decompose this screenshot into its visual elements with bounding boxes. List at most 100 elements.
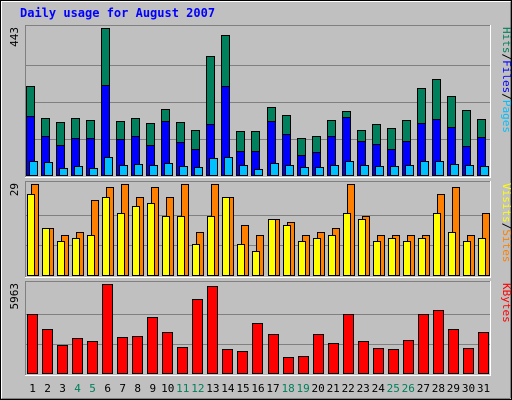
kbytes-bar-day-18: [283, 357, 294, 374]
day-label-28: 28: [432, 382, 445, 395]
pages-bar-day-29: [450, 164, 459, 176]
day-label-18: 18: [281, 382, 294, 395]
pages-bar-day-20: [315, 167, 324, 176]
kbytes-bar-day-23: [358, 341, 369, 374]
kbytes-bar-day-4: [72, 338, 83, 374]
day-label-23: 23: [357, 382, 370, 395]
sites-bar-day-15: [237, 244, 245, 276]
pages-bar-day-21: [330, 165, 339, 176]
kbytes-bar-day-22: [343, 314, 354, 374]
pages-bar-day-1: [29, 161, 38, 176]
kbytes-bar-day-19: [298, 356, 309, 374]
sites-bar-day-30: [463, 241, 471, 276]
sites-bar-day-19: [298, 241, 306, 276]
pages-bar-day-31: [480, 166, 489, 176]
pages-bar-day-14: [224, 157, 233, 176]
day-label-7: 7: [119, 382, 126, 395]
day-label-6: 6: [104, 382, 111, 395]
pages-bar-day-15: [239, 165, 248, 176]
legend-entry-visits-sites-2: Sites: [500, 229, 512, 262]
pages-bar-day-17: [270, 163, 279, 176]
kbytes-bar-day-20: [313, 334, 324, 374]
pages-bar-day-6: [104, 157, 113, 176]
pages-bar-day-4: [74, 166, 83, 176]
sites-bar-day-16: [252, 251, 260, 276]
day-label-1: 1: [29, 382, 36, 395]
day-label-11: 11: [176, 382, 189, 395]
kbytes-bar-day-10: [162, 332, 173, 374]
pages-bar-day-24: [375, 166, 384, 176]
kbytes-bar-day-5: [87, 341, 98, 374]
legend-entry-hits-files-pages-0: Hits: [500, 27, 512, 54]
kbytes-bar-day-11: [177, 347, 188, 374]
sites-bar-day-11: [177, 216, 185, 276]
legend-entry-hits-files-pages-2: Files: [500, 60, 512, 93]
kbytes-bar-day-25: [388, 349, 399, 374]
pages-bar-day-30: [465, 165, 474, 176]
day-label-4: 4: [74, 382, 81, 395]
legend-entry-hits-files-pages-4: Pages: [500, 100, 512, 133]
day-label-30: 30: [462, 382, 475, 395]
pages-bar-day-7: [119, 165, 128, 176]
sites-bar-day-25: [388, 238, 396, 276]
pages-bar-day-26: [405, 165, 414, 176]
day-label-10: 10: [161, 382, 174, 395]
day-label-27: 27: [417, 382, 430, 395]
day-label-13: 13: [206, 382, 219, 395]
pages-bar-day-16: [254, 169, 263, 176]
kbytes-bar-day-26: [403, 340, 414, 374]
panel-hits-files-pages: 443 Hits/Files/Pages: [8, 25, 512, 178]
sites-bar-day-17: [268, 219, 276, 276]
legend-entry-visits-sites-0: Visits: [500, 183, 512, 223]
panel-hits-files-pages-max-label: 443: [8, 27, 21, 47]
legend-entry-kbytes-0: KBytes: [500, 283, 512, 323]
pages-bar-day-8: [134, 164, 143, 176]
pages-bar-day-2: [44, 162, 53, 176]
sites-bar-day-5: [87, 235, 95, 276]
sites-bar-day-7: [117, 213, 125, 276]
day-label-22: 22: [342, 382, 355, 395]
sites-bar-day-29: [448, 232, 456, 276]
day-label-24: 24: [372, 382, 386, 395]
pages-bar-day-12: [194, 167, 203, 176]
sites-bar-day-6: [102, 197, 110, 276]
sites-bar-day-4: [72, 238, 80, 276]
kbytes-bar-day-13: [207, 286, 218, 374]
day-label-21: 21: [327, 382, 340, 395]
pages-bar-day-28: [435, 161, 444, 176]
legend-entry-hits-files-pages-3: /: [500, 93, 512, 100]
kbytes-bar-day-6: [102, 284, 113, 374]
sites-bar-day-9: [147, 203, 155, 276]
kbytes-bar-day-7: [117, 337, 128, 374]
kbytes-bar-day-3: [57, 345, 68, 374]
pages-bar-day-9: [149, 165, 158, 176]
day-label-15: 15: [236, 382, 249, 395]
sites-bar-day-20: [313, 238, 321, 276]
pages-bar-day-23: [360, 165, 369, 176]
kbytes-bar-day-21: [328, 343, 339, 374]
pages-bar-day-25: [390, 166, 399, 176]
kbytes-bar-day-14: [222, 349, 233, 374]
panel-kbytes-max-label: 5963: [8, 283, 21, 310]
pages-bar-day-18: [285, 165, 294, 176]
pages-bar-day-3: [59, 168, 68, 176]
sites-bar-day-10: [162, 216, 170, 276]
panel-visits-sites: 29 Visits/Sites: [8, 181, 512, 278]
panel-hits-files-pages-legend: Hits/Files/Pages: [500, 27, 512, 133]
day-label-14: 14: [221, 382, 235, 395]
kbytes-bar-day-15: [237, 351, 248, 374]
kbytes-bar-day-16: [252, 323, 263, 374]
pages-bar-day-5: [89, 168, 98, 176]
pages-bar-day-27: [420, 161, 429, 176]
sites-bar-day-24: [373, 241, 381, 276]
pages-bar-day-13: [209, 158, 218, 176]
pages-bar-day-22: [345, 161, 354, 176]
sites-bar-day-31: [478, 238, 486, 276]
day-label-12: 12: [191, 382, 204, 395]
panel-kbytes-legend: KBytes: [500, 283, 512, 323]
sites-bar-day-13: [207, 216, 215, 276]
kbytes-bar-day-9: [147, 317, 158, 374]
